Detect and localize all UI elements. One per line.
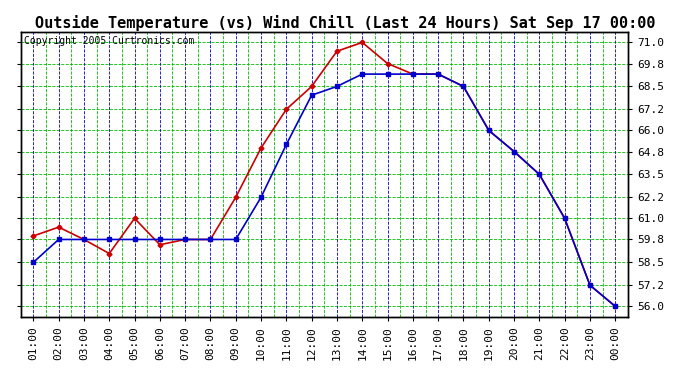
- Text: Outside Temperature (vs) Wind Chill (Last 24 Hours) Sat Sep 17 00:00: Outside Temperature (vs) Wind Chill (Las…: [34, 15, 655, 31]
- Text: Copyright 2005 Curtronics.com: Copyright 2005 Curtronics.com: [23, 36, 194, 46]
